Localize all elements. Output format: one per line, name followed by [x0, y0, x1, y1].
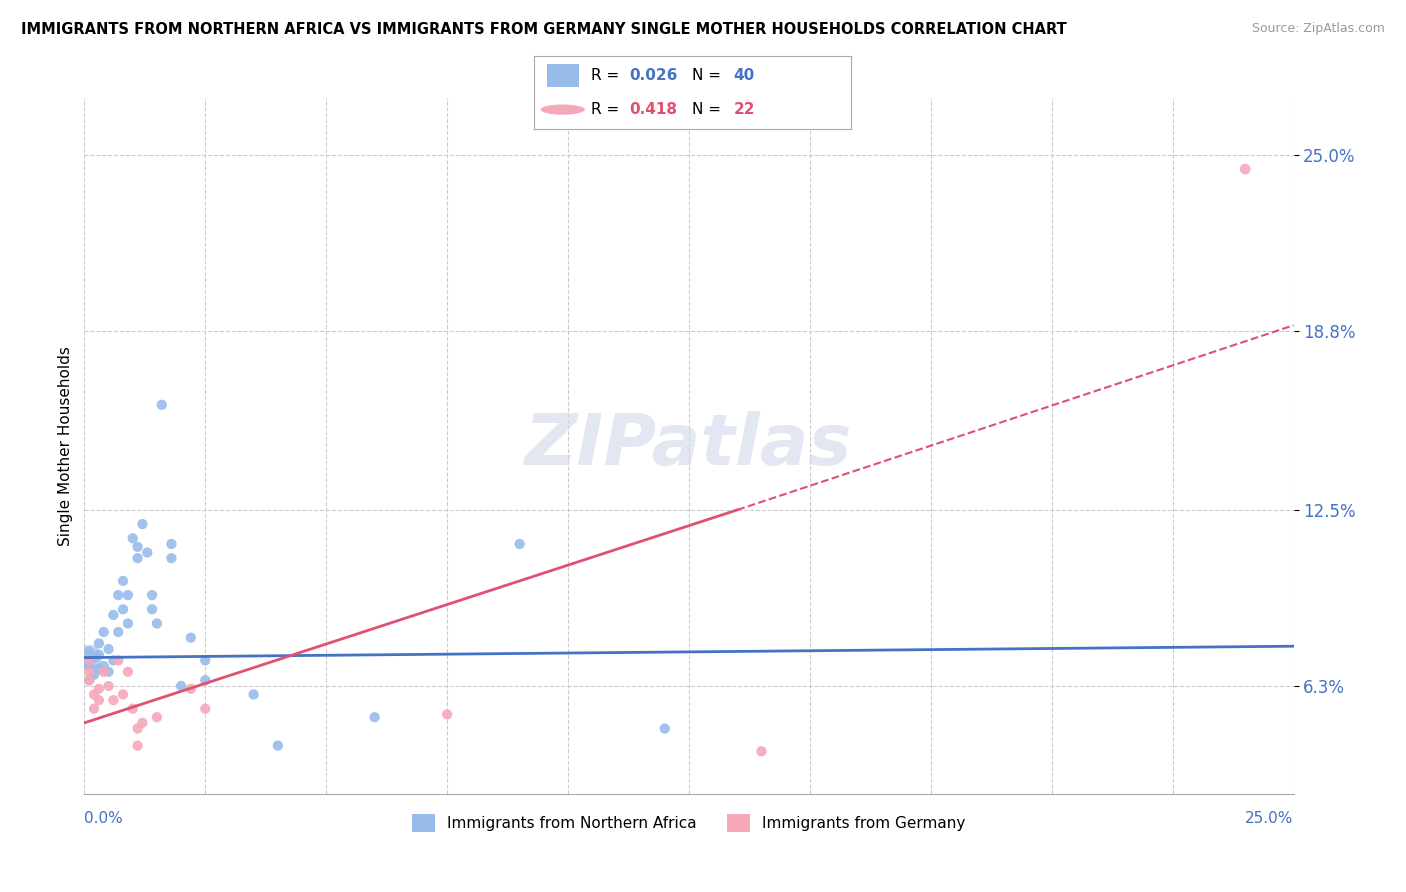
Text: Source: ZipAtlas.com: Source: ZipAtlas.com — [1251, 22, 1385, 36]
Point — [180, 681, 202, 696]
Point — [87, 662, 110, 676]
Point — [127, 551, 149, 566]
Point — [141, 588, 163, 602]
Point — [77, 659, 100, 673]
Point — [112, 602, 135, 616]
Point — [77, 653, 100, 667]
Point — [77, 673, 100, 688]
Text: 25.0%: 25.0% — [1246, 811, 1294, 826]
Point — [1234, 162, 1257, 177]
Point — [83, 650, 105, 665]
Point — [436, 707, 458, 722]
Point — [127, 739, 149, 753]
Text: 0.026: 0.026 — [630, 69, 678, 84]
Text: 22: 22 — [734, 102, 755, 117]
Point — [87, 648, 110, 662]
Point — [180, 631, 202, 645]
Point — [267, 739, 290, 753]
Point — [146, 710, 169, 724]
Y-axis label: Single Mother Households: Single Mother Households — [58, 346, 73, 546]
Point — [170, 679, 193, 693]
Point — [136, 545, 159, 559]
Point — [127, 722, 149, 736]
Point — [83, 701, 105, 715]
Point — [112, 688, 135, 702]
Point — [103, 693, 125, 707]
Point — [509, 537, 531, 551]
Point — [141, 602, 163, 616]
Point — [87, 693, 110, 707]
Point — [150, 398, 173, 412]
Point — [363, 710, 385, 724]
Point — [93, 659, 115, 673]
Point — [83, 667, 105, 681]
Point — [242, 688, 264, 702]
Text: ZIPatlas: ZIPatlas — [526, 411, 852, 481]
Point — [194, 673, 217, 688]
Point — [97, 642, 120, 657]
Text: N =: N = — [692, 69, 727, 84]
Circle shape — [540, 104, 585, 115]
Text: 0.0%: 0.0% — [84, 811, 124, 826]
Point — [87, 681, 110, 696]
Text: R =: R = — [591, 102, 624, 117]
Point — [112, 574, 135, 588]
Point — [127, 540, 149, 554]
Text: 40: 40 — [734, 69, 755, 84]
Point — [107, 588, 129, 602]
Point — [77, 645, 100, 659]
Point — [97, 679, 120, 693]
Point — [160, 537, 183, 551]
Point — [103, 607, 125, 622]
Point — [654, 722, 676, 736]
Point — [87, 636, 110, 650]
Point — [107, 653, 129, 667]
Point — [131, 517, 153, 532]
Text: N =: N = — [692, 102, 727, 117]
Text: R =: R = — [591, 69, 624, 84]
Point — [121, 531, 143, 545]
Text: 0.418: 0.418 — [630, 102, 678, 117]
Point — [83, 688, 105, 702]
Point — [194, 701, 217, 715]
Point — [77, 673, 100, 688]
Point — [77, 665, 100, 679]
Point — [97, 665, 120, 679]
Text: IMMIGRANTS FROM NORTHERN AFRICA VS IMMIGRANTS FROM GERMANY SINGLE MOTHER HOUSEHO: IMMIGRANTS FROM NORTHERN AFRICA VS IMMIG… — [21, 22, 1067, 37]
Point — [77, 650, 100, 665]
Point — [117, 665, 139, 679]
Legend: Immigrants from Northern Africa, Immigrants from Germany: Immigrants from Northern Africa, Immigra… — [406, 807, 972, 838]
Point — [103, 653, 125, 667]
Point — [121, 701, 143, 715]
Point — [194, 653, 217, 667]
Point — [117, 588, 139, 602]
Point — [93, 665, 115, 679]
Point — [107, 625, 129, 640]
Bar — [547, 63, 579, 87]
Point — [93, 625, 115, 640]
Point — [117, 616, 139, 631]
Point — [751, 744, 773, 758]
Point — [160, 551, 183, 566]
Point — [146, 616, 169, 631]
Point — [131, 715, 153, 730]
